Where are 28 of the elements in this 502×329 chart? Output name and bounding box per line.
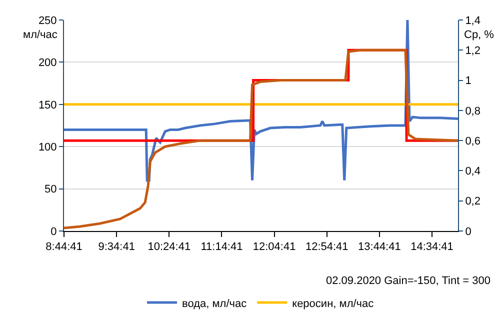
x-tick-label: 12:04:41	[252, 241, 296, 254]
y2-tick-label: 1,4	[465, 14, 480, 27]
x-tick-label: 12:54:41	[305, 241, 348, 254]
y-axis-title: мл/час	[23, 29, 58, 41]
y2-tick-label: 0,2	[465, 196, 480, 208]
y2-tick-label: 0,4	[465, 166, 480, 178]
y2-tick-label: 1,2	[465, 44, 480, 57]
y-tick-label: 100	[38, 141, 57, 154]
x-tick-label: 8:44:41	[46, 241, 82, 254]
y-tick-label: 0	[50, 226, 57, 238]
y2-tick-label: 0	[465, 226, 472, 238]
y2-tick-label: 1	[465, 75, 472, 88]
y-tick-label: 250	[38, 14, 57, 27]
y-tick-label: 150	[38, 99, 57, 112]
x-tick-label: 10:24:41	[148, 241, 191, 254]
legend-label: вода, мл/час	[182, 298, 248, 310]
y2-tick-label: 0,6	[465, 135, 480, 148]
x-tick-label: 9:34:41	[98, 241, 135, 254]
x-tick-label: 14:34:41	[410, 241, 454, 254]
y2-axis-title: Cp, %	[464, 29, 494, 41]
legend-label: керосин, мл/час	[292, 298, 374, 310]
line-series	[64, 48, 458, 230]
x-tick-label: 11:14:41	[200, 241, 243, 254]
text: 02.09.2020 Gain=-150, Tint = 300	[326, 275, 491, 287]
y-tick-label: 50	[44, 184, 57, 196]
y2-tick-label: 0,8	[465, 105, 480, 118]
x-tick-label: 13:44:41	[358, 241, 401, 254]
y-tick-label: 200	[38, 57, 57, 70]
